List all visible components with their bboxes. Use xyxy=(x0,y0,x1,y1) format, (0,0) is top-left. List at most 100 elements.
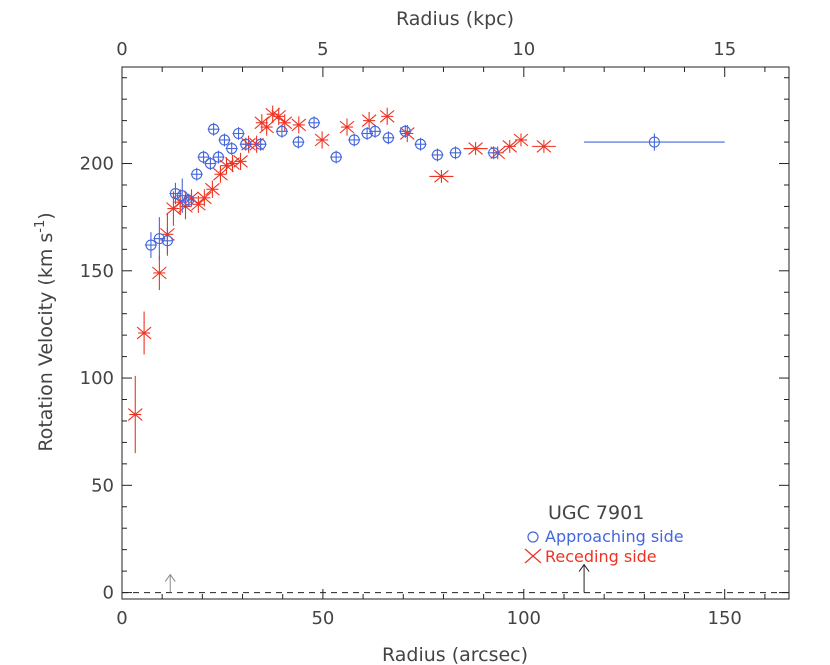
series-approaching-side xyxy=(144,116,725,261)
y-tick-label: 200 xyxy=(80,154,114,175)
receding-point xyxy=(205,180,220,198)
x-tick-label: 50 xyxy=(311,608,334,629)
legend: UGC 7901 Approaching side Receding side xyxy=(524,502,684,566)
approaching-point xyxy=(449,146,462,160)
receding-point xyxy=(219,157,234,175)
asterisk-stroke xyxy=(314,133,330,147)
circle-marker xyxy=(488,147,500,159)
circle-marker xyxy=(226,142,238,155)
circle-marker xyxy=(153,233,165,245)
circle-marker xyxy=(145,239,157,251)
y-tick-label: 150 xyxy=(80,261,114,282)
left-axis-ticks: 0 50 100 150 200 xyxy=(80,77,132,604)
asterisk-stroke xyxy=(205,182,220,196)
approaching-point xyxy=(399,124,412,138)
x2-tick-label: 5 xyxy=(317,39,328,60)
asterisk-stroke xyxy=(127,408,143,421)
circle-marker xyxy=(369,125,381,137)
receding-point xyxy=(339,118,355,136)
asterisk-stroke xyxy=(197,191,212,205)
circle-marker xyxy=(348,134,360,146)
circle-marker xyxy=(361,127,373,140)
circle-marker xyxy=(330,151,342,163)
approaching-point xyxy=(239,137,252,151)
circle-marker xyxy=(204,157,216,170)
x-tick-label: 150 xyxy=(708,608,742,629)
top-axis-ticks: 0 5 10 15 xyxy=(116,39,766,77)
x2-tick-label: 10 xyxy=(512,39,535,60)
receding-point xyxy=(233,152,248,170)
approaching-point xyxy=(161,227,174,254)
receding-point xyxy=(429,169,454,183)
circle-marker xyxy=(308,117,320,129)
x2-tick-label: 0 xyxy=(116,39,127,60)
approaching-point xyxy=(431,148,444,162)
asterisk-stroke xyxy=(152,266,167,280)
receding-point xyxy=(259,118,275,136)
y-axis-title-superscript: -1 xyxy=(33,220,48,233)
asterisk-stroke xyxy=(233,155,248,168)
asterisk-stroke xyxy=(339,120,355,134)
receding-point xyxy=(136,311,152,355)
asterisk-stroke xyxy=(213,167,228,181)
approaching-point xyxy=(330,150,343,164)
y-axis-title-close: ) xyxy=(35,212,57,219)
asterisk-stroke xyxy=(291,118,307,132)
arrow-head xyxy=(578,563,590,572)
receding-point xyxy=(213,165,228,183)
x-tick-label: 100 xyxy=(507,608,541,629)
asterisk-stroke xyxy=(136,326,152,340)
receding-point xyxy=(531,139,556,153)
asterisk-stroke xyxy=(513,133,529,147)
radius-markers xyxy=(164,563,590,593)
circle-marker xyxy=(431,149,443,161)
receding-point xyxy=(225,154,240,173)
y-axis-title: Rotation Velocity (km s-1) xyxy=(33,212,57,451)
circle-marker xyxy=(208,123,220,135)
circle-marker xyxy=(292,136,304,148)
y-tick-label: 50 xyxy=(91,475,114,496)
x-tick-label: 0 xyxy=(116,608,127,629)
receding-point xyxy=(197,189,212,207)
asterisk-stroke xyxy=(399,127,415,140)
approaching-point xyxy=(308,116,321,130)
approaching-point xyxy=(204,157,217,170)
approaching-point xyxy=(292,135,305,149)
approaching-point xyxy=(212,150,225,164)
right-axis-ticks xyxy=(779,77,789,594)
y-tick-label: 0 xyxy=(103,583,114,604)
circle-marker xyxy=(414,138,427,150)
x-axis-title: Radius (arcsec) xyxy=(382,644,528,665)
radius-arrow-marker xyxy=(164,573,176,593)
legend-circle-symbol xyxy=(527,531,539,543)
circle-marker xyxy=(648,136,660,148)
circle-marker xyxy=(399,125,411,137)
asterisk-stroke xyxy=(536,140,552,153)
approaching-point xyxy=(275,124,288,138)
receding-point xyxy=(361,112,377,130)
circle-marker xyxy=(276,125,288,137)
receding-point xyxy=(513,133,529,147)
circle-marker xyxy=(240,138,252,150)
asterisk-stroke xyxy=(265,107,281,121)
y-tick-label: 100 xyxy=(80,368,114,389)
approaching-point xyxy=(225,142,238,155)
asterisk-stroke xyxy=(502,140,518,153)
asterisk-stroke xyxy=(184,191,199,205)
circle-marker xyxy=(191,168,203,180)
plot-frame xyxy=(121,66,790,600)
legend-label-receding: Receding side xyxy=(545,547,657,566)
legend-label-approaching: Approaching side xyxy=(545,527,684,546)
circle-marker xyxy=(169,188,181,200)
asterisk-stroke xyxy=(225,157,240,170)
approaching-point xyxy=(584,133,725,151)
approaching-point xyxy=(182,193,195,207)
receding-point xyxy=(399,124,415,143)
asterisk-stroke xyxy=(379,109,395,123)
approaching-point xyxy=(207,122,220,136)
receding-point xyxy=(314,131,330,149)
asterisk-stroke xyxy=(190,197,206,211)
legend-asterisk-symbol xyxy=(524,548,542,564)
y-axis-title-main: Rotation Velocity (km s xyxy=(35,233,57,452)
